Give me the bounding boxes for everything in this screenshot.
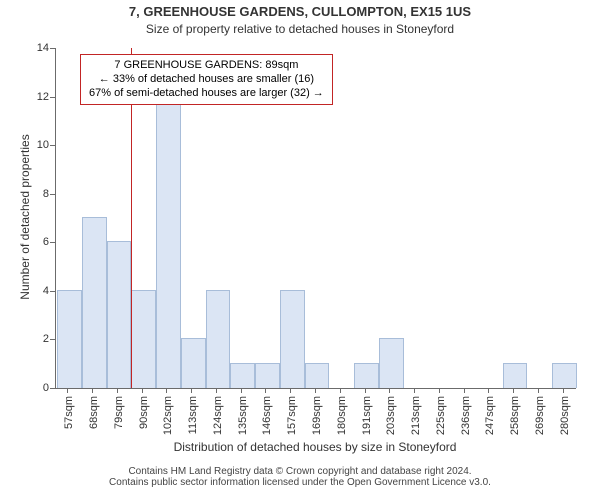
- x-tick-label: 124sqm: [212, 396, 224, 435]
- histogram-bar: [206, 290, 231, 388]
- x-tick-label: 180sqm: [336, 396, 348, 435]
- x-tick-label: 203sqm: [385, 396, 397, 435]
- x-tick-mark: [513, 388, 514, 393]
- x-tick-mark: [92, 388, 93, 393]
- histogram-bar: [379, 338, 404, 388]
- x-tick-mark: [191, 388, 192, 393]
- y-tick-label: 14: [27, 42, 49, 54]
- x-tick-label: 113sqm: [187, 396, 199, 434]
- x-tick-label: 169sqm: [311, 396, 323, 435]
- x-tick-mark: [414, 388, 415, 393]
- x-tick-mark: [67, 388, 68, 393]
- y-tick-label: 6: [27, 236, 49, 248]
- histogram-bar: [181, 338, 206, 388]
- y-tick-label: 0: [27, 382, 49, 394]
- property-info-box: 7 GREENHOUSE GARDENS: 89sqm← 33% of deta…: [80, 54, 333, 105]
- y-tick-label: 12: [27, 91, 49, 103]
- x-tick-mark: [464, 388, 465, 393]
- chart-title-main: 7, GREENHOUSE GARDENS, CULLOMPTON, EX15 …: [0, 4, 600, 19]
- histogram-bar: [305, 363, 330, 388]
- x-tick-mark: [290, 388, 291, 393]
- x-tick-label: 157sqm: [286, 396, 298, 435]
- x-tick-label: 102sqm: [162, 396, 174, 435]
- histogram-bar: [255, 363, 280, 388]
- histogram-bar: [503, 363, 528, 388]
- attribution-text: Contains HM Land Registry data © Crown c…: [0, 466, 600, 488]
- x-tick-label: 79sqm: [113, 396, 125, 429]
- x-tick-mark: [142, 388, 143, 393]
- histogram-bar: [156, 96, 181, 388]
- histogram-bar: [230, 363, 255, 388]
- x-tick-label: 90sqm: [138, 396, 150, 429]
- x-tick-mark: [315, 388, 316, 393]
- histogram-bar: [354, 363, 379, 388]
- x-tick-label: 191sqm: [361, 396, 373, 435]
- y-tick-mark: [50, 242, 55, 243]
- x-tick-label: 135sqm: [237, 396, 249, 435]
- histogram-bar: [280, 290, 305, 388]
- histogram-bar: [57, 290, 82, 388]
- x-tick-label: 225sqm: [435, 396, 447, 435]
- x-tick-mark: [216, 388, 217, 393]
- info-box-line: ← 33% of detached houses are smaller (16…: [89, 73, 324, 87]
- y-tick-mark: [50, 194, 55, 195]
- y-tick-mark: [50, 339, 55, 340]
- y-tick-mark: [50, 48, 55, 49]
- x-tick-mark: [365, 388, 366, 393]
- x-tick-label: 236sqm: [460, 396, 472, 435]
- info-box-line: 67% of semi-detached houses are larger (…: [89, 87, 324, 101]
- histogram-bar: [82, 217, 107, 388]
- x-tick-label: 146sqm: [261, 396, 273, 435]
- histogram-bar: [131, 290, 156, 388]
- x-tick-mark: [241, 388, 242, 393]
- x-tick-label: 57sqm: [63, 396, 75, 429]
- x-tick-label: 258sqm: [509, 396, 521, 435]
- attribution-line: Contains HM Land Registry data © Crown c…: [0, 466, 600, 477]
- y-tick-label: 4: [27, 285, 49, 297]
- x-tick-label: 269sqm: [534, 396, 546, 435]
- x-tick-mark: [563, 388, 564, 393]
- x-tick-mark: [439, 388, 440, 393]
- y-tick-mark: [50, 97, 55, 98]
- x-tick-mark: [538, 388, 539, 393]
- y-tick-label: 2: [27, 333, 49, 345]
- x-tick-label: 68sqm: [88, 396, 100, 429]
- x-tick-label: 247sqm: [484, 396, 496, 435]
- attribution-line: Contains public sector information licen…: [0, 477, 600, 488]
- x-axis-label: Distribution of detached houses by size …: [55, 440, 575, 454]
- histogram-bar: [107, 241, 132, 388]
- x-tick-mark: [117, 388, 118, 393]
- x-tick-mark: [340, 388, 341, 393]
- info-box-line: 7 GREENHOUSE GARDENS: 89sqm: [89, 59, 324, 73]
- x-tick-mark: [488, 388, 489, 393]
- x-tick-label: 213sqm: [410, 396, 422, 435]
- chart-title-sub: Size of property relative to detached ho…: [0, 22, 600, 36]
- x-tick-mark: [265, 388, 266, 393]
- x-tick-label: 280sqm: [559, 396, 571, 435]
- y-tick-label: 8: [27, 188, 49, 200]
- y-tick-mark: [50, 291, 55, 292]
- x-tick-mark: [389, 388, 390, 393]
- y-tick-mark: [50, 145, 55, 146]
- y-tick-mark: [50, 388, 55, 389]
- histogram-bar: [552, 363, 577, 388]
- y-tick-label: 10: [27, 139, 49, 151]
- x-tick-mark: [166, 388, 167, 393]
